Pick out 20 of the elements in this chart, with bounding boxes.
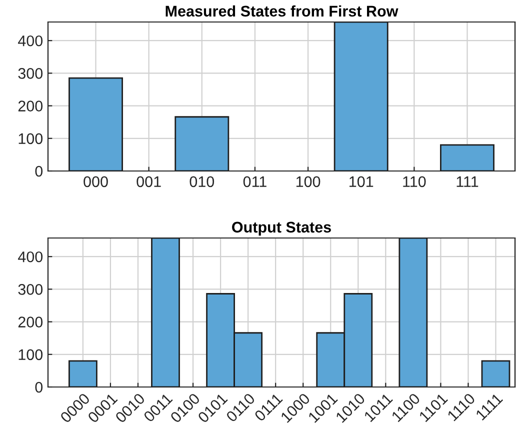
x-tick-label: 110 <box>403 176 426 188</box>
y-tick-label: 400 <box>18 35 43 46</box>
y-tick-label: 0 <box>35 382 43 393</box>
y-tick-label: 100 <box>18 349 43 360</box>
y-tick-label: 200 <box>18 100 43 112</box>
x-tick-label: 101 <box>350 176 374 188</box>
x-tick-label: 010 <box>190 176 214 188</box>
y-tick-label: 0 <box>35 166 43 177</box>
x-tick-label: 000 <box>84 176 108 188</box>
x-tick-label: 001 <box>136 176 161 188</box>
chart-title: Output States <box>232 222 331 236</box>
y-tick-label: 100 <box>18 133 43 144</box>
x-tick-label: 011 <box>243 176 266 188</box>
x-tick-label: 111 <box>456 176 478 187</box>
y-tick-label: 400 <box>18 251 43 262</box>
x-tick-label: 100 <box>296 176 320 188</box>
chart-title: Measured States from First Row <box>166 5 398 17</box>
y-tick-label: 200 <box>18 316 43 328</box>
y-tick-label: 300 <box>18 68 43 79</box>
y-tick-label: 300 <box>18 284 43 295</box>
